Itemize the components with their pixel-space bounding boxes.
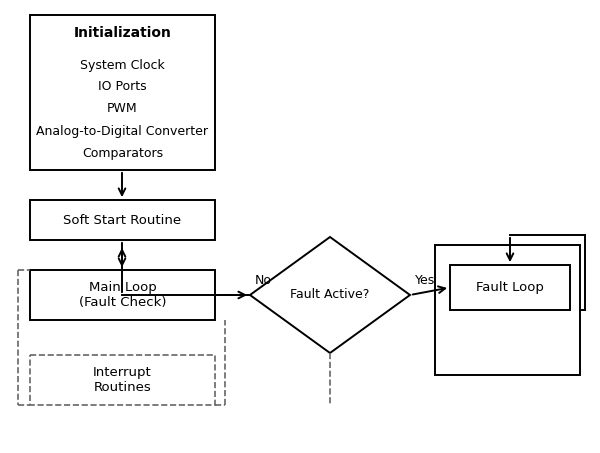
Bar — [450, 265, 570, 310]
Bar — [30, 270, 215, 320]
Bar — [30, 355, 215, 405]
Bar — [435, 245, 580, 375]
Text: Main Loop
(Fault Check): Main Loop (Fault Check) — [79, 281, 166, 309]
Text: Fault Active?: Fault Active? — [290, 289, 370, 302]
Text: No: No — [255, 274, 272, 287]
Polygon shape — [250, 237, 410, 353]
Text: Fault Loop: Fault Loop — [476, 281, 544, 294]
Text: Yes: Yes — [415, 274, 435, 287]
Bar — [30, 200, 215, 240]
Text: Comparators: Comparators — [82, 146, 163, 159]
Text: Analog-to-Digital Converter: Analog-to-Digital Converter — [37, 125, 209, 138]
Text: IO Ports: IO Ports — [98, 81, 147, 93]
Bar — [30, 15, 215, 170]
Text: System Clock: System Clock — [80, 58, 165, 72]
Text: PWM: PWM — [107, 102, 138, 116]
Text: Initialization: Initialization — [74, 26, 172, 40]
Text: Soft Start Routine: Soft Start Routine — [64, 213, 182, 226]
Text: Interrupt
Routines: Interrupt Routines — [93, 366, 152, 394]
